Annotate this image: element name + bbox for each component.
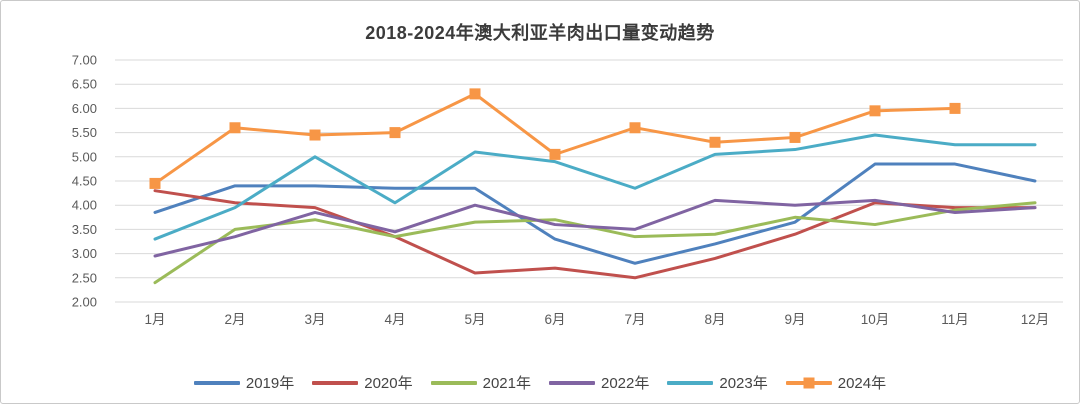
legend-item-2024年: 2024年 (785, 372, 887, 393)
legend-item-2019年: 2019年 (193, 372, 295, 393)
series-marker-2024年 (469, 88, 481, 100)
series-line-2021年 (153, 201, 1037, 285)
legend-square-marker-icon (803, 377, 815, 388)
legend-line-swatch (549, 380, 595, 385)
legend-label: 2024年 (837, 375, 887, 392)
y-axis-tick-label: 4.00 (72, 198, 97, 213)
x-axis-tick-label: 2月 (224, 312, 245, 327)
legend-line-swatch (312, 380, 359, 385)
x-axis-tick-label: 3月 (304, 312, 325, 327)
legend-item-2022年: 2022年 (549, 372, 649, 393)
legend: 2019年 2020年 2021年 2022年 2023年 2024年 (1, 372, 1079, 393)
x-axis-tick-label: 6月 (544, 312, 565, 327)
series-line-2023年 (153, 133, 1037, 241)
legend-item-2021年: 2021年 (430, 372, 531, 393)
series-marker-2024年 (309, 129, 321, 141)
y-axis-tick-label: 3.00 (72, 246, 97, 261)
y-axis-tick-label: 6.00 (72, 101, 97, 116)
x-axis-tick-label: 8月 (704, 312, 725, 327)
series-marker-2024年 (629, 122, 641, 134)
chart-title: 2018-2024年澳大利亚羊肉出口量变动趋势 (365, 23, 715, 43)
x-axis-tick-label: 9月 (784, 312, 805, 327)
y-axis-tick-label: 5.00 (72, 149, 97, 164)
series-marker-2024年 (149, 177, 161, 189)
y-axis-tick-label: 4.50 (72, 174, 97, 189)
x-axis-tick-label: 12月 (1021, 312, 1050, 327)
legend-item-2020年: 2020年 (312, 372, 413, 393)
legend-line-swatch (785, 377, 832, 388)
series-marker-2024年 (949, 102, 961, 114)
y-axis-tick-label: 5.50 (72, 125, 97, 140)
legend-label: 2022年 (601, 375, 650, 392)
series-marker-2024年 (389, 127, 401, 139)
x-axis-tick-label: 1月 (144, 312, 165, 327)
legend-line-swatch (193, 380, 240, 385)
y-axis-tick-label: 2.50 (72, 270, 97, 285)
x-axis-tick-label: 4月 (384, 312, 405, 327)
x-axis-tick-label: 10月 (861, 312, 890, 327)
y-axis-tick-label: 6.50 (72, 77, 97, 92)
legend-label: 2020年 (364, 375, 413, 392)
series-line-2024年 (153, 92, 957, 185)
legend-line-swatch (430, 380, 477, 385)
legend-label: 2023年 (719, 375, 768, 392)
series-marker-2024年 (789, 131, 801, 143)
series-line-2019年 (153, 162, 1037, 265)
legend-label: 2021年 (482, 375, 531, 392)
series-marker-2024年 (549, 148, 561, 160)
series-marker-2024年 (229, 122, 241, 134)
x-axis-tick-label: 7月 (624, 312, 645, 327)
series-marker-2024年 (709, 136, 721, 148)
legend-item-2023年: 2023年 (667, 372, 768, 393)
x-axis-tick-label: 11月 (941, 312, 969, 327)
series-marker-2024年 (869, 105, 881, 117)
x-axis-tick-label: 5月 (464, 312, 485, 327)
series-line-2022年 (153, 198, 1037, 258)
y-axis-tick-label: 3.50 (72, 222, 97, 237)
y-axis-tick-label: 7.00 (72, 53, 97, 68)
legend-label: 2019年 (245, 375, 295, 392)
legend-line-swatch (667, 380, 714, 385)
y-axis-tick-label: 2.00 (72, 295, 97, 310)
